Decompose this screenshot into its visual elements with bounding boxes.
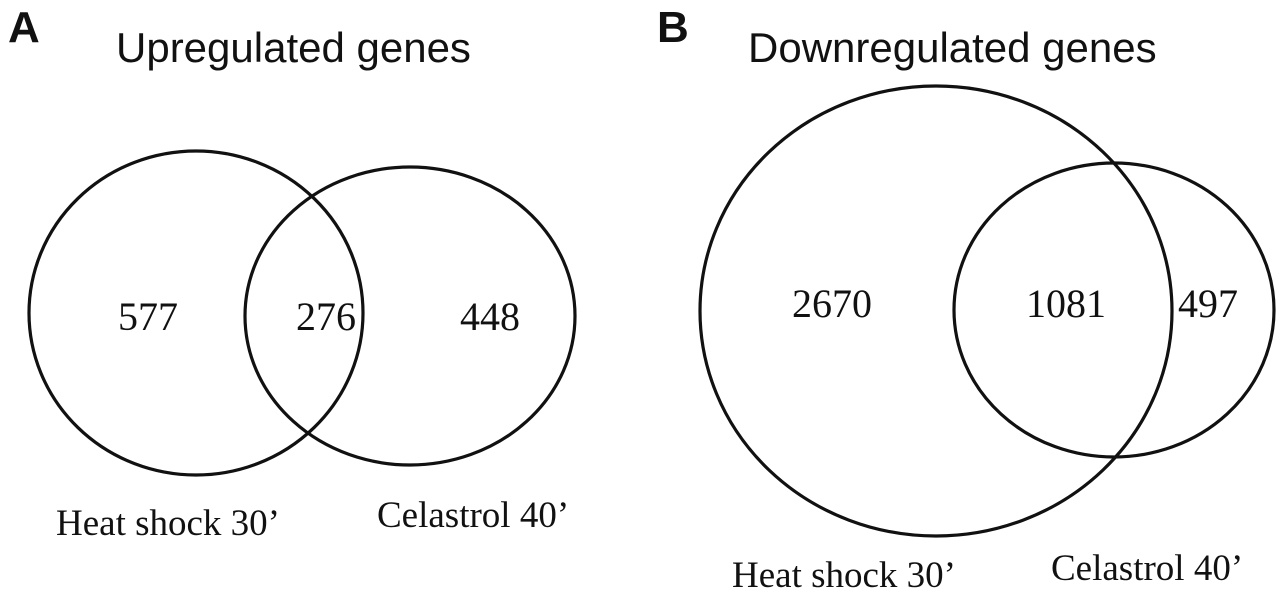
panel-a-count-celastrol-only: 448 [460,294,520,339]
panel-a-celastrol-label: Celastrol 40’ [377,495,569,536]
panel-b-celastrol-circle [952,161,1276,459]
panel-a-letter: A [8,3,40,52]
panel-a-celastrol-circle [243,165,577,467]
panel-a: A Upregulated genes 577 276 448 Heat sho… [8,3,577,544]
panel-a-title: Upregulated genes [116,24,471,71]
panel-b-letter: B [657,3,689,52]
panel-b-count-intersection: 1081 [1026,281,1106,326]
panel-b-count-celastrol-only: 497 [1178,281,1238,326]
panel-b-title: Downregulated genes [748,24,1157,71]
panel-b: B Downregulated genes 2670 1081 497 Heat… [657,3,1276,596]
panel-b-count-heat-shock-only: 2670 [792,281,872,326]
panel-a-heat-shock-circle [27,149,365,477]
panel-b-celastrol-label: Celastrol 40’ [1051,548,1243,589]
panel-a-count-intersection: 276 [296,294,356,339]
panel-a-count-heat-shock-only: 577 [118,294,178,339]
panel-b-heat-shock-label: Heat shock 30’ [732,555,956,596]
panel-b-heat-shock-circle [698,84,1174,538]
panel-a-heat-shock-label: Heat shock 30’ [56,503,280,544]
